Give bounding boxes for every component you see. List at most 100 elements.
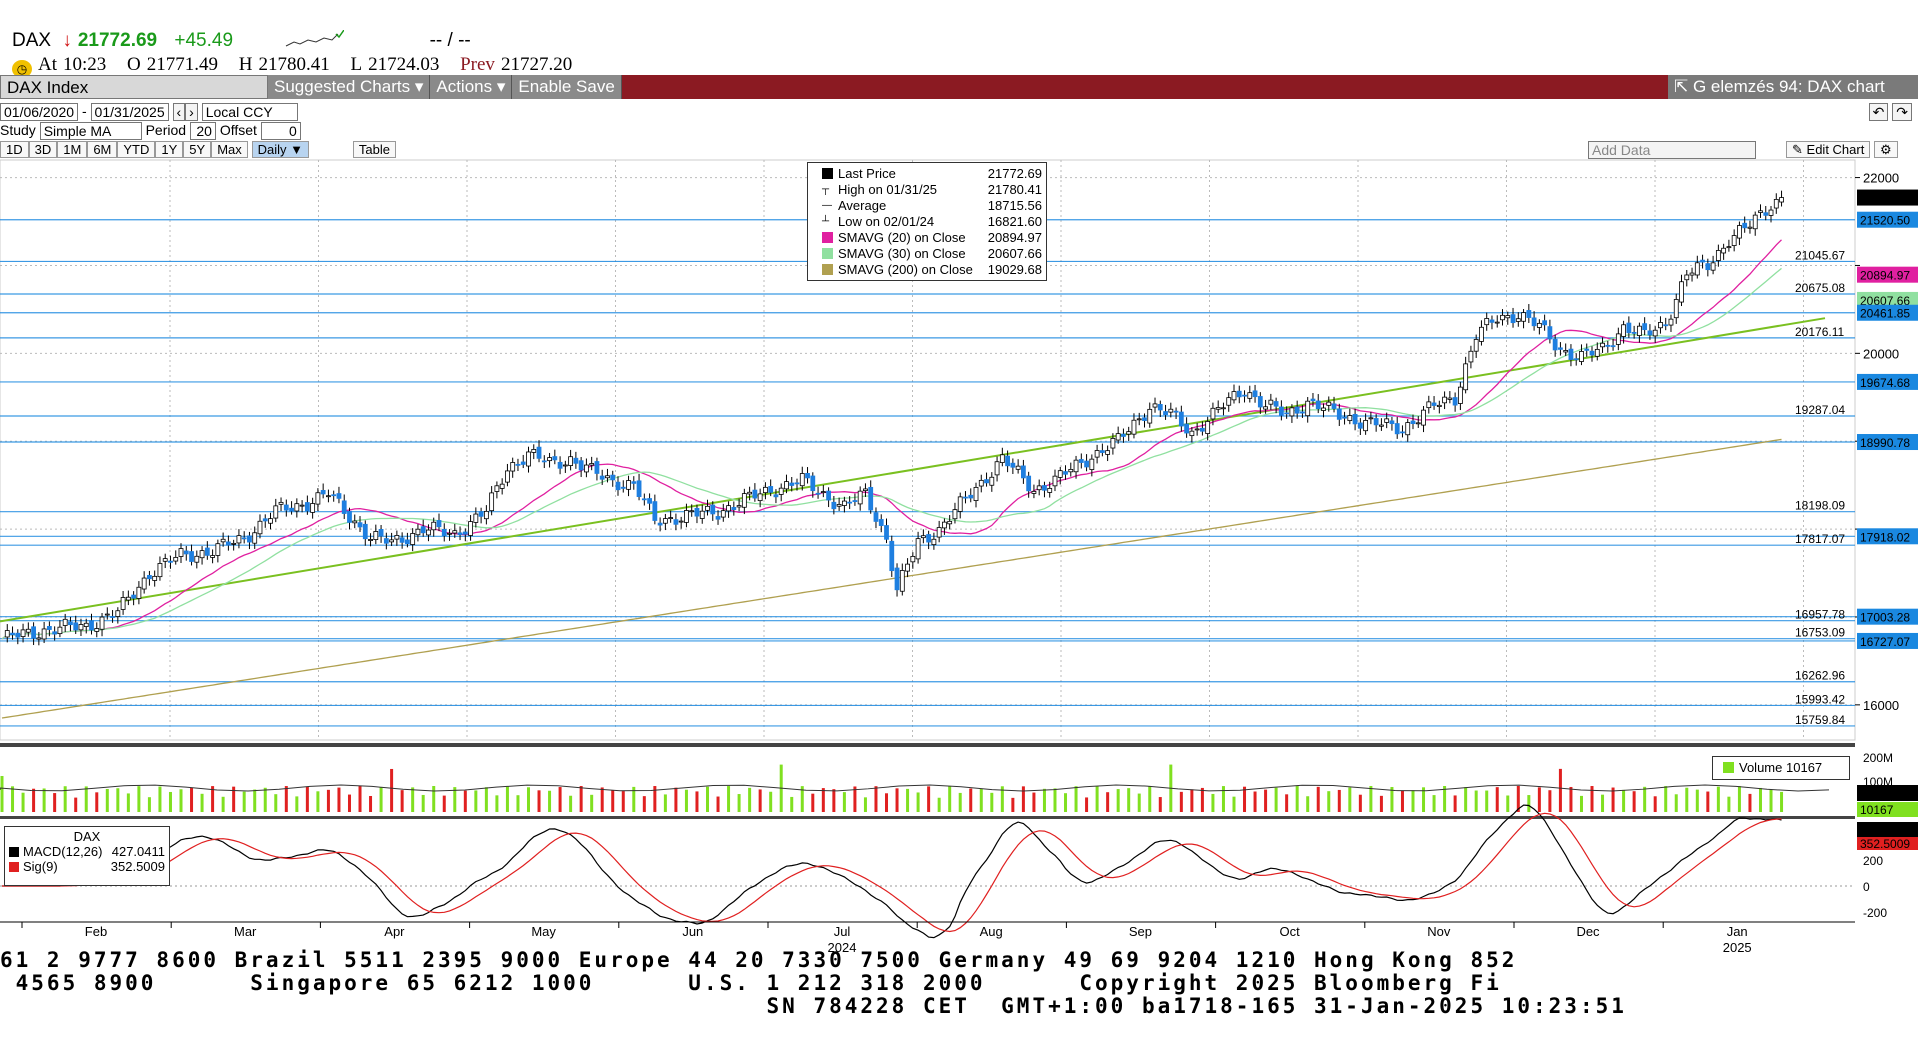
volume-bar: [1064, 793, 1068, 812]
candle-body: [378, 529, 384, 537]
legend-swatch: [822, 248, 833, 259]
volume-bar: [621, 791, 625, 812]
volume-bar: [190, 788, 194, 812]
candle-body: [1726, 246, 1732, 249]
candle-body: [1152, 403, 1158, 408]
year-label: 2025: [1723, 940, 1752, 955]
candle-body: [1579, 351, 1584, 362]
candle-body: [394, 535, 400, 540]
actions-button[interactable]: Actions ▾: [430, 75, 513, 99]
range-tab-6m[interactable]: 6M: [87, 141, 118, 158]
candle-body: [1221, 407, 1226, 410]
next-period-button[interactable]: ›: [185, 103, 198, 121]
add-data-input[interactable]: Add Data: [1588, 141, 1756, 159]
volume-bar: [168, 791, 172, 812]
legend-value: 21772.69: [987, 166, 1042, 181]
x-tick-label: Mar: [234, 924, 257, 939]
offset-input[interactable]: 0: [260, 122, 301, 140]
candle-body: [104, 613, 110, 616]
candle-body: [1126, 431, 1132, 435]
candle-body: [1721, 247, 1727, 254]
volume-bar: [611, 790, 615, 812]
suggested-charts-button[interactable]: Suggested Charts ▾: [268, 75, 431, 99]
range-tab-5y[interactable]: 5Y: [183, 141, 212, 158]
candle-body: [636, 480, 642, 497]
candle-body: [494, 485, 500, 492]
candle-body: [1436, 404, 1442, 407]
legend-swatch: ┴: [822, 216, 830, 227]
candle-body: [978, 479, 984, 487]
volume-bar: [1643, 786, 1647, 812]
candle-body: [78, 624, 84, 631]
range-tab-3d[interactable]: 3D: [28, 141, 58, 158]
legend-name: SMAVG (200) on Close: [838, 262, 973, 277]
undo-button[interactable]: ↶: [1868, 103, 1889, 121]
candle-body: [1405, 422, 1411, 436]
x-tick-label: Oct: [1279, 924, 1300, 939]
candle-body: [820, 491, 826, 493]
settings-icon[interactable]: ⚙: [1874, 141, 1898, 158]
volume-bar: [684, 789, 688, 812]
candle-body: [1094, 450, 1100, 458]
candle-body: [1389, 420, 1395, 425]
range-tab-ytd[interactable]: YTD: [117, 141, 156, 158]
candle-body: [1326, 401, 1332, 406]
volume-bar: [179, 789, 183, 812]
legend-name: Last Price: [838, 166, 896, 181]
candle-body: [1410, 420, 1416, 425]
volume-bar: [0, 776, 4, 812]
actions-label: Actions: [436, 77, 493, 96]
volume-bar: [1400, 790, 1404, 812]
volume-bar: [263, 787, 267, 812]
x-tick-label: Jul: [834, 924, 851, 939]
redo-button[interactable]: ↷: [1892, 103, 1912, 121]
enable-save-button[interactable]: Enable Save: [512, 75, 622, 99]
date-to-input[interactable]: 01/31/2025: [90, 103, 169, 121]
candle-body: [452, 530, 458, 534]
volume-bar: [400, 790, 404, 812]
volume-bar: [1716, 786, 1720, 812]
volume-bar: [21, 792, 25, 812]
candle-body: [1700, 259, 1705, 263]
candle-body: [526, 451, 531, 467]
range-tab-1y[interactable]: 1Y: [155, 141, 184, 158]
level-label-box: [1857, 528, 1918, 545]
volume-bar: [1000, 786, 1004, 812]
candle-body: [857, 490, 863, 505]
prev-period-button[interactable]: ‹: [172, 103, 186, 121]
candle-body: [1157, 404, 1163, 411]
volume-bar: [505, 786, 509, 812]
volume-bar: [590, 794, 594, 812]
volume-bar: [1211, 793, 1215, 812]
level-label: 15993.42: [1795, 692, 1845, 706]
candle-body: [1494, 321, 1500, 324]
candle-body: [784, 481, 789, 490]
candle-body: [410, 533, 416, 545]
currency-select[interactable]: Local CCY: [201, 103, 298, 121]
range-tab-1m[interactable]: 1M: [57, 141, 88, 158]
range-tab-1d[interactable]: 1D: [0, 141, 29, 158]
volume-bar: [695, 791, 699, 812]
chart-title-button[interactable]: ⇱ G elemzés 94: DAX chart: [1668, 75, 1918, 99]
frequency-select[interactable]: Daily ▼: [251, 141, 310, 158]
candle-body: [1426, 401, 1432, 409]
candle-body: [805, 472, 810, 479]
edit-chart-button[interactable]: ✎ Edit Chart: [1786, 141, 1871, 158]
range-tab-max[interactable]: Max: [211, 141, 248, 158]
edit-chart-label: Edit Chart: [1806, 142, 1865, 157]
date-from-input[interactable]: 01/06/2020: [0, 103, 79, 121]
volume-bar: [853, 786, 857, 812]
level-label: 20675.08: [1795, 281, 1845, 295]
candle-body: [562, 464, 568, 467]
legend-name: High on 01/31/25: [838, 182, 938, 197]
candle-body: [1305, 400, 1311, 417]
security-field[interactable]: DAX Index: [0, 75, 268, 99]
period-input[interactable]: 20: [189, 122, 216, 140]
candle-body: [541, 460, 547, 463]
study-select[interactable]: Simple MA: [39, 122, 142, 140]
time-axis: Feb Mar Apr May Jun Jul Aug Sep Oct Nov Dec Jan 2024…: [0, 921, 1855, 955]
candle-body: [1689, 272, 1695, 276]
level-label: 20894.97: [1860, 269, 1910, 283]
table-button[interactable]: Table: [352, 141, 396, 158]
